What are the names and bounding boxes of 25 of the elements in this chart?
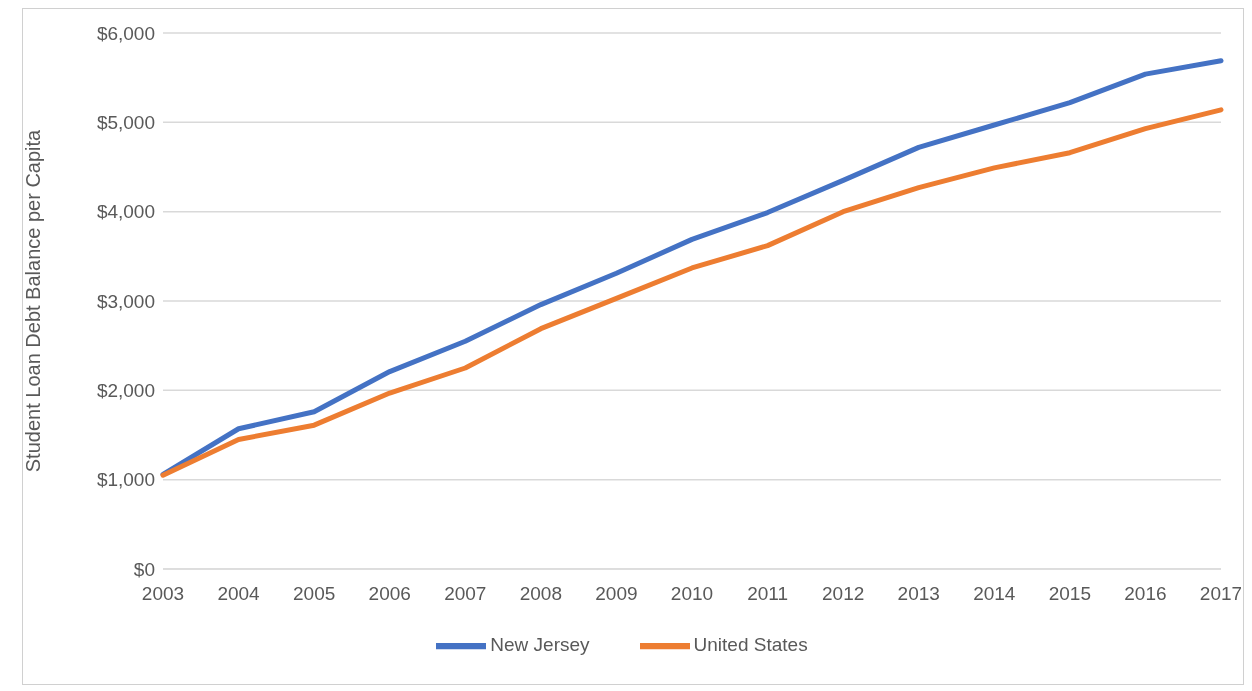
y-axis-title: Student Loan Debt Balance per Capita	[22, 128, 45, 473]
y-tick-label: $5,000	[96, 112, 155, 134]
x-tick-label: 2011	[747, 583, 788, 605]
legend-label: United States	[693, 634, 808, 656]
x-tick-label: 2008	[519, 583, 562, 605]
y-tick-label: $4,000	[96, 201, 155, 223]
x-tick-label: 2009	[595, 583, 638, 605]
x-tick-label: 2003	[141, 583, 185, 605]
y-tick-label: $1,000	[96, 469, 155, 491]
x-tick-label: 2014	[973, 583, 1016, 605]
x-tick-label: 2004	[217, 583, 261, 605]
y-tick-label: $6,000	[96, 22, 155, 44]
x-tick-label: 2005	[293, 583, 336, 605]
x-tick-label: 2013	[897, 583, 940, 605]
x-tick-label: 2006	[368, 583, 411, 605]
x-tick-label: 2007	[444, 583, 487, 605]
y-tick-label: $0	[133, 558, 155, 580]
x-tick-label: 2017	[1199, 583, 1243, 605]
x-tick-label: 2016	[1124, 583, 1167, 605]
x-tick-label: 2012	[822, 583, 865, 605]
legend-label: New Jersey	[490, 634, 590, 656]
y-tick-label: $3,000	[96, 290, 155, 312]
y-tick-label: $2,000	[96, 380, 155, 402]
x-tick-label: 2010	[670, 583, 714, 605]
x-tick-label: 2015	[1048, 583, 1091, 605]
